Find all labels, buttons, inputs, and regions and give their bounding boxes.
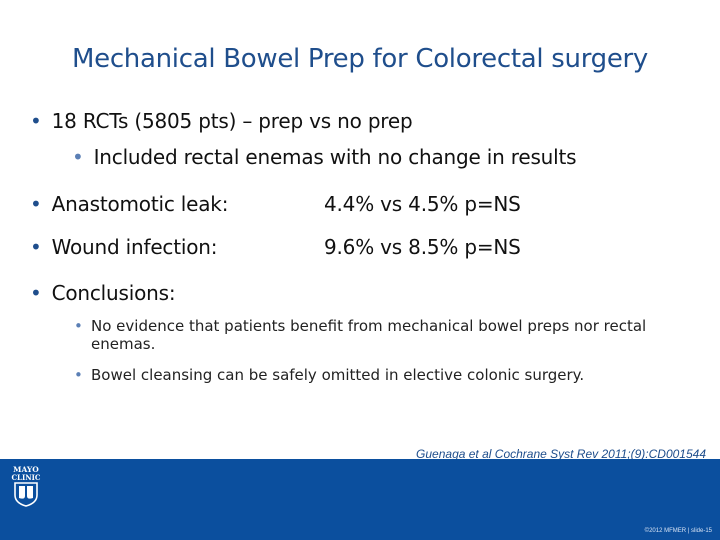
- bullet-marker: •: [74, 366, 83, 384]
- conclusion-item-2: • Bowel cleansing can be safely omitted …: [74, 366, 674, 384]
- logo-text-mayo: MAYO: [13, 465, 39, 474]
- bullet-marker: •: [30, 235, 42, 259]
- bullet-marker: •: [74, 317, 83, 335]
- bullet-marker: •: [30, 192, 42, 216]
- sub-bullet-enemas: • Included rectal enemas with no change i…: [72, 145, 577, 169]
- conclusions-text: Conclusions:: [51, 281, 176, 305]
- bullet-marker: •: [30, 109, 42, 133]
- wound-label: Wound infection:: [51, 235, 218, 259]
- slide-title: Mechanical Bowel Prep for Colorectal sur…: [71, 44, 648, 74]
- citation: Guenaga et al Cochrane Syst Rev 2011;(9)…: [416, 447, 706, 461]
- conclusion-item-1: • No evidence that patients benefit from…: [74, 317, 674, 353]
- leak-value: 4.4% vs 4.5% p=NS: [324, 192, 521, 216]
- sub-bullet-enemas-text: Included rectal enemas with no change in…: [93, 145, 577, 169]
- conclusion-item-1-text: No evidence that patients benefit from m…: [91, 317, 647, 353]
- bullet-rcts-text: 18 RCTs (5805 pts) – prep vs no prep: [51, 109, 413, 133]
- bullet-marker: •: [72, 145, 84, 169]
- wound-value: 9.6% vs 8.5% p=NS: [324, 235, 521, 259]
- shield-icon: [14, 482, 38, 507]
- bullet-wound-infection: • Wound infection:: [30, 235, 217, 259]
- footer-bar: [0, 459, 720, 540]
- bullet-conclusions: • Conclusions:: [30, 281, 176, 305]
- bullet-anastomotic-leak: • Anastomotic leak:: [30, 192, 228, 216]
- bullet-rcts: • 18 RCTs (5805 pts) – prep vs no prep: [30, 109, 413, 133]
- logo-text-clinic: CLINIC: [11, 473, 40, 482]
- copyright-text: ©2012 MFMER | slide-15: [644, 528, 712, 534]
- conclusion-item-2-text: Bowel cleansing can be safely omitted in…: [91, 366, 585, 384]
- leak-label: Anastomotic leak:: [51, 192, 229, 216]
- bullet-marker: •: [30, 281, 42, 305]
- mayo-clinic-logo: MAYO CLINIC: [11, 465, 41, 507]
